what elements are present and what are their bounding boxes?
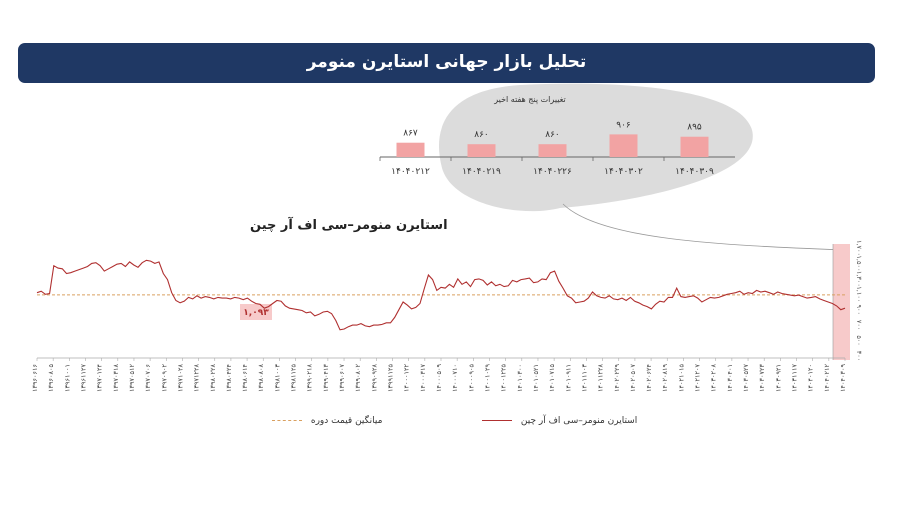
x-tick-label: ۱۳۹۶۱۰۰۱ [63, 364, 71, 392]
y-tick-label: ۳۰۰ [855, 351, 863, 361]
average-value-label: ۱,۰۹۳ [243, 308, 269, 318]
header-banner: تحلیل بازار جهانی استایرن منومر [18, 43, 875, 83]
inset-category-label: ۱۴۰۴۰۲۱۲ [391, 167, 430, 177]
y-tick-label: ۷۰۰ [855, 320, 863, 330]
inset-title: تغییرات پنج هفته اخیر [494, 95, 566, 104]
x-tick-label: ۱۴۰۳۰۴۰۱ [726, 364, 734, 392]
x-tick-label: ۱۴۰۱۰۷۱۵ [548, 363, 556, 391]
inset-bar [609, 134, 638, 157]
inset-bar-value: ۸۶۰ [474, 130, 489, 140]
x-tick-label: ۱۴۰۰۰۷۱۰ [451, 364, 459, 392]
x-tick-label: ۱۴۰۴۰۱۲۰ [807, 364, 815, 392]
x-tick-label: ۱۳۹۷۰۱۲۴ [96, 363, 104, 391]
inset-category-label: ۱۴۰۴۰۲۱۹ [462, 167, 501, 177]
x-tick-label: ۱۴۰۰۰۹۰۵ [467, 363, 475, 391]
x-tick-label: ۱۳۹۸۱۰۰۳ [273, 363, 281, 391]
inset-bar [396, 142, 425, 157]
x-tick-label: ۱۴۰۰۰۵۰۹ [435, 363, 443, 391]
inset-bar-value: ۹۰۶ [616, 120, 631, 130]
x-tick-label: ۱۳۹۹۱۱۲۵ [387, 363, 395, 391]
x-tick-label: ۱۴۰۰۱۲۲۵ [500, 363, 508, 391]
legend-average-label: میانگین قیمت دوره [310, 416, 383, 426]
x-tick-label: ۱۴۰۲۰۲۲۹ [613, 363, 621, 391]
x-tick-label: ۱۳۹۸۰۶۱۴ [241, 363, 249, 391]
x-tick-label: ۱۴۰۲۰۵۰۷ [629, 363, 637, 391]
y-tick-label: ۱,۳۰۰ [855, 271, 863, 287]
x-tick-label: ۱۳۹۷۰۷۰۶ [144, 364, 152, 392]
x-tick-label: ۱۴۰۲۱۰۱۵ [677, 363, 685, 391]
x-tick-label: ۱۴۰۳۰۵۲۷ [742, 363, 750, 391]
x-tick-label: ۱۳۹۷۰۹۰۲ [160, 363, 168, 391]
legend-series: استایرن منومر–سی اف آر چین [482, 416, 637, 426]
page-title: تحلیل بازار جهانی استایرن منومر [306, 52, 587, 72]
inset-bar [680, 136, 709, 157]
y-axis-band [833, 244, 850, 360]
inset-category-label: ۱۴۰۴۰۳۰۲ [604, 167, 643, 177]
x-tick-label: ۱۴۰۱۱۱۰۳ [580, 363, 588, 391]
inset-connector [562, 203, 843, 251]
x-tick-label: ۱۳۹۸۱۱۲۵ [290, 363, 298, 391]
inset-bar-value: ۸۹۵ [687, 123, 702, 133]
inset-bar [538, 144, 567, 157]
x-tick-label: ۱۴۰۲۰۸۱۹ [661, 363, 669, 391]
x-tick-label: ۱۳۹۸۰۴۲۴ [225, 363, 233, 391]
x-tick-label: ۱۴۰۰۰۱۲۲ [403, 363, 411, 391]
y-tick-label: ۹۰۰ [855, 304, 863, 314]
x-tick-label: ۱۴۰۱۰۹۱۱ [564, 364, 572, 392]
x-tick-label: ۱۳۹۹۰۲۱۸ [306, 363, 314, 391]
inset-blob-shape [438, 83, 753, 212]
inset-category-label: ۱۴۰۴۰۳۰۹ [675, 167, 714, 177]
x-tick-label: ۱۴۰۰۰۳۱۷ [419, 363, 427, 391]
inset-bar-value: ۸۶۷ [403, 129, 418, 139]
x-tick-label: ۱۴۰۱۱۲۲۸ [597, 363, 605, 391]
x-tick-label: ۱۳۹۶۰۶۱۶ [31, 364, 39, 392]
x-tick-label: ۱۴۰۳۱۱۱۷ [791, 363, 799, 391]
x-tick-label: ۱۳۹۶۰۸۰۵ [47, 363, 55, 391]
x-tick-label: ۱۴۰۱۰۵۲۱ [532, 364, 540, 392]
inset-bar-value: ۸۶۰ [545, 130, 560, 140]
x-tick-label: ۱۳۹۸۰۸۰۸ [257, 363, 265, 391]
legend-series-swatch [482, 420, 512, 421]
chart-title: استایرن منومر–سی اف آر چین [250, 218, 448, 233]
x-tick-label: ۱۳۹۹۰۸۰۲ [354, 363, 362, 391]
x-tick-label: ۱۴۰۱۰۳۰۰ [516, 364, 524, 392]
y-tick-label: ۵۰۰ [855, 335, 863, 345]
x-tick-label: ۱۳۹۹۰۹۲۸ [370, 363, 378, 391]
x-tick-label: ۱۳۹۶۱۱۲۷ [79, 363, 87, 391]
x-tick-label: ۱۴۰۳۰۲۰۸ [710, 363, 718, 391]
x-tick-label: ۱۳۹۷۰۳۱۸ [112, 363, 120, 391]
x-tick-label: ۱۳۹۷۱۰۲۸ [176, 363, 184, 391]
y-tick-label: ۱,۱۰۰ [855, 286, 863, 302]
x-tick-label: ۱۳۹۷۰۵۱۲ [128, 363, 136, 391]
x-tick-label: ۱۴۰۳۰۷۲۳ [758, 363, 766, 391]
y-tick-label: ۱,۵۰۰ [855, 255, 863, 271]
x-tick-label: ۱۴۰۰۱۰۲۹ [483, 363, 491, 391]
x-tick-label: ۱۳۹۹۰۶۰۷ [338, 363, 346, 391]
x-tick-label: ۱۳۹۸۰۲۲۸ [209, 363, 217, 391]
series-line [36, 259, 846, 331]
x-tick-label: ۱۴۰۲۱۲۰۷ [694, 363, 702, 391]
legend-average-swatch [272, 420, 302, 421]
inset-bar [467, 144, 496, 157]
legend-average: میانگین قیمت دوره [272, 416, 382, 426]
x-tick-label: ۱۴۰۴۰۲۱۲ [823, 363, 831, 391]
x-tick-label: ۱۴۰۲۰۶۲۴ [645, 363, 653, 391]
y-tick-label: ۱,۷۰۰ [855, 240, 863, 256]
x-tick-label: ۱۴۰۳۰۹۲۱ [774, 364, 782, 392]
x-tick-label: ۱۴۰۴۰۳۰۹ [839, 363, 847, 391]
inset-category-label: ۱۴۰۴۰۲۲۶ [533, 167, 572, 177]
x-tick-label: ۱۳۹۷۱۲۲۸ [193, 363, 201, 391]
x-tick-label: ۱۳۹۹۰۴۱۳ [322, 363, 330, 391]
legend-series-label: استایرن منومر–سی اف آر چین [520, 416, 638, 426]
